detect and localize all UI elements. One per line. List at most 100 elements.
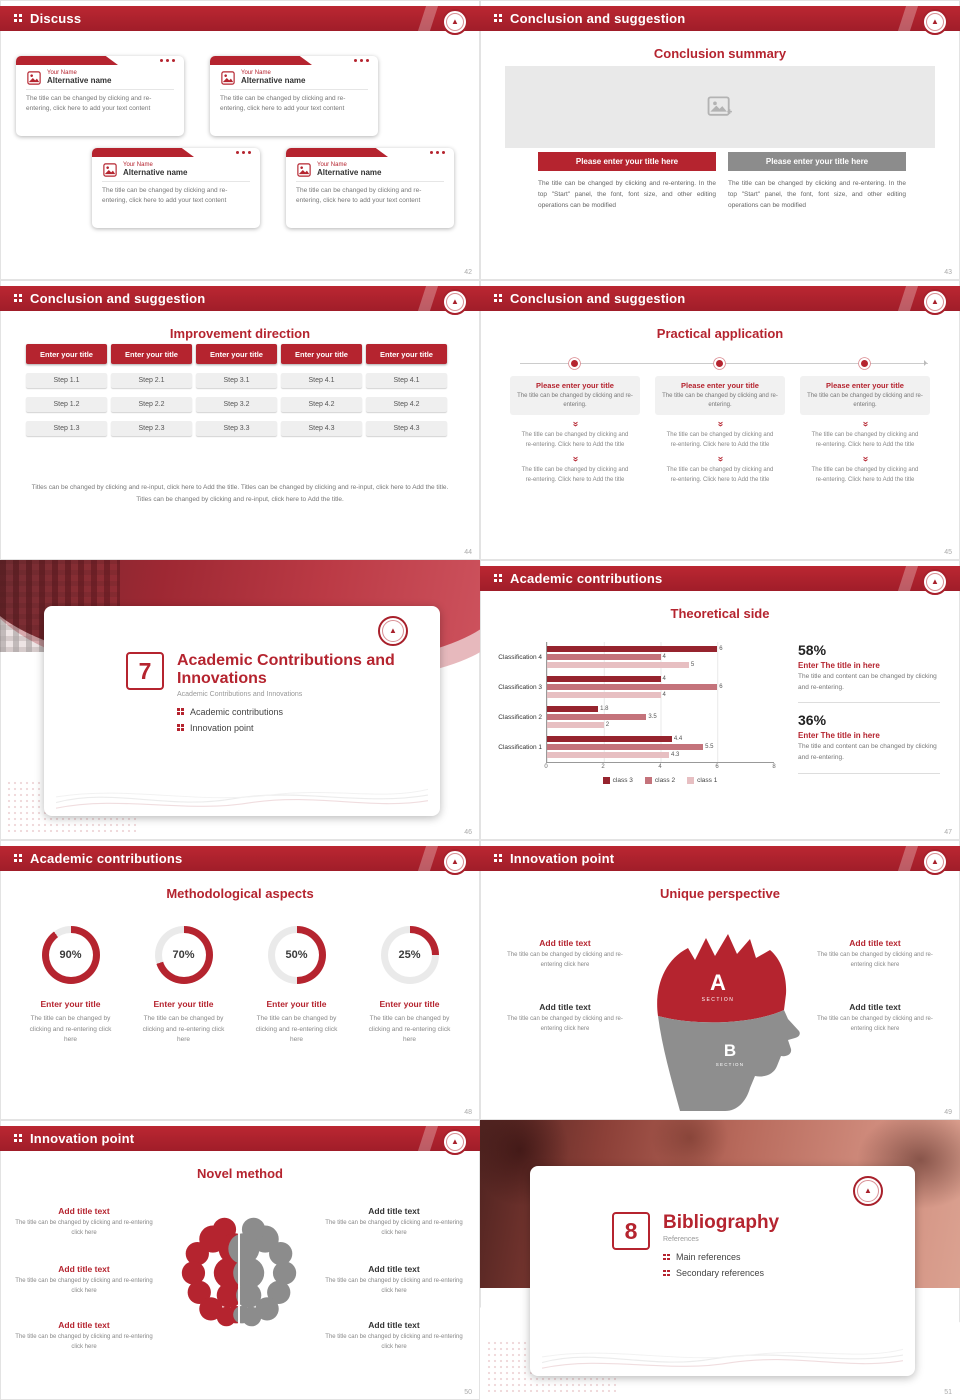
block-title: Add title text <box>368 1206 420 1216</box>
slide-header-bar: Innovation point <box>0 1126 480 1155</box>
step-button[interactable]: Step 1.1 <box>26 373 107 388</box>
category-label: Classification 4 <box>498 653 542 661</box>
section-bullet[interactable]: Secondary references <box>663 1268 779 1278</box>
block-title: Add title text <box>849 1002 901 1012</box>
step-button[interactable]: Step 2.1 <box>111 373 192 388</box>
column-text: The title can be changed by clicking and… <box>811 432 919 448</box>
timeline-column: Please enter your title The title can be… <box>655 376 785 485</box>
header-stripe <box>417 846 439 871</box>
title-button-gray[interactable]: Please enter your title here <box>728 152 906 171</box>
slide-header-title: Innovation point <box>30 1131 135 1146</box>
slide-49: Innovation point Unique perspective A SE… <box>480 840 960 1120</box>
slide-header-bar: Conclusion and suggestion <box>480 6 960 35</box>
column-title-button[interactable]: Enter your title <box>281 344 362 364</box>
section-title: Conclusion summary <box>653 46 787 61</box>
university-logo-icon <box>442 289 468 315</box>
slide-46: 7 Academic Contributions and Innovations… <box>0 560 480 840</box>
step-button[interactable]: Step 3.3 <box>196 421 277 436</box>
step-button[interactable]: Step 4.2 <box>281 397 362 412</box>
section-bullet[interactable]: Innovation point <box>177 723 405 733</box>
block-body: The title can be changed by clicking and… <box>817 952 933 968</box>
page-number: 46 <box>464 829 472 836</box>
donut-title: Enter your title <box>153 999 214 1009</box>
timeline-column: Please enter your title The title can be… <box>800 376 930 485</box>
step-button[interactable]: Step 4.3 <box>366 421 447 436</box>
folder-tab <box>92 148 194 157</box>
x-tick-label: 4 <box>658 764 662 770</box>
page-number: 45 <box>944 549 952 556</box>
profile-card[interactable]: Your Name Alternative name The title can… <box>92 148 260 228</box>
card-body-text: The title can be changed by clicking and… <box>26 95 152 112</box>
step-button[interactable]: Step 4.2 <box>366 397 447 412</box>
folder-tab <box>16 56 118 65</box>
column-title-button[interactable]: Enter your title <box>111 344 192 364</box>
bar-value-label: 4 <box>662 654 666 660</box>
step-button[interactable]: Step 4.1 <box>281 373 362 388</box>
header-dots-icon <box>494 294 503 303</box>
slide-43: Conclusion and suggestion Conclusion sum… <box>480 0 960 280</box>
page-number: 42 <box>464 269 472 276</box>
double-chevron-down-icon: » <box>860 421 871 427</box>
section-bullet[interactable]: Academic contributions <box>177 707 405 717</box>
page-number: 48 <box>464 1109 472 1116</box>
timeline-column: Please enter your title The title can be… <box>510 376 640 485</box>
header-dots-icon <box>14 1134 23 1143</box>
column-head[interactable]: Please enter your title The title can be… <box>800 376 930 415</box>
legend-swatch <box>644 777 652 784</box>
step-button[interactable]: Step 2.2 <box>111 397 192 412</box>
head-silhouette-graphic: A SECTION B SECTION <box>657 934 800 1111</box>
card-alt-name: Alternative name <box>317 168 382 177</box>
slide-header-bar: Innovation point <box>480 846 960 875</box>
step-button[interactable]: Step 3.1 <box>196 373 277 388</box>
profile-card[interactable]: Your Name Alternative name The title can… <box>286 148 454 228</box>
bar <box>547 654 661 660</box>
text-block: Add title text The title can be changed … <box>810 938 940 971</box>
category-label: Classification 2 <box>498 713 542 721</box>
section-divider-subtitle: References <box>663 1236 699 1244</box>
step-button[interactable]: Step 3.2 <box>196 397 277 412</box>
university-logo-icon <box>922 9 948 35</box>
x-axis: 0 2 4 6 8 <box>544 763 775 772</box>
donut-body: The title can be changed by clicking and… <box>29 1015 112 1044</box>
double-chevron-down-icon: » <box>715 421 726 427</box>
page-number: 47 <box>944 829 952 836</box>
slide-42: Discuss Your Name Alternative name The t… <box>0 0 480 280</box>
step-button[interactable]: Step 1.2 <box>26 397 107 412</box>
step-button[interactable]: Step 4.3 <box>281 421 362 436</box>
bullet-label: Main references <box>676 1252 741 1263</box>
profile-card[interactable]: Your Name Alternative name The title can… <box>16 56 184 136</box>
card-name-label: Your Name <box>123 162 153 168</box>
step-column: Enter your title Step 4.1 Step 4.2 Step … <box>366 344 447 436</box>
bar-value-label: 1.8 <box>600 706 609 712</box>
column-title-button[interactable]: Enter your title <box>196 344 277 364</box>
section-divider-subtitle: Academic Contributions and Innovations <box>177 690 303 698</box>
step-button[interactable]: Step 4.1 <box>366 373 447 388</box>
bar <box>547 684 718 690</box>
section-divider-title: Bibliography <box>663 1212 780 1233</box>
bar <box>547 722 604 728</box>
stat-title: Enter The title in here <box>798 731 880 741</box>
column-head[interactable]: Please enter your title The title can be… <box>655 376 785 415</box>
block-title: Add title text <box>58 1264 110 1274</box>
section-bullet[interactable]: Main references <box>663 1252 779 1262</box>
column-title-button[interactable]: Enter your title <box>26 344 107 364</box>
column-title-button[interactable]: Enter your title <box>366 344 447 364</box>
column-subtitle: The title can be changed by clicking and… <box>517 393 633 408</box>
step-column: Enter your title Step 3.1 Step 3.2 Step … <box>196 344 277 436</box>
profile-card[interactable]: Your Name Alternative name The title can… <box>210 56 378 136</box>
title-button-red[interactable]: Please enter your title here <box>538 152 716 171</box>
text-block: Add title text The title can be changed … <box>14 1264 154 1297</box>
university-logo-icon <box>442 849 468 875</box>
section-number: 7 <box>126 652 164 690</box>
card-alt-name: Alternative name <box>123 168 188 177</box>
header-stripe <box>897 286 919 311</box>
column-head[interactable]: Please enter your title The title can be… <box>510 376 640 415</box>
donut-chart: 50% <box>267 926 326 984</box>
section-title: Novel method <box>197 1166 283 1181</box>
step-button[interactable]: Step 1.3 <box>26 421 107 436</box>
bar <box>547 676 661 682</box>
category-label: Classification 3 <box>498 683 542 691</box>
step-button[interactable]: Step 2.3 <box>111 421 192 436</box>
image-placeholder[interactable] <box>505 66 935 148</box>
